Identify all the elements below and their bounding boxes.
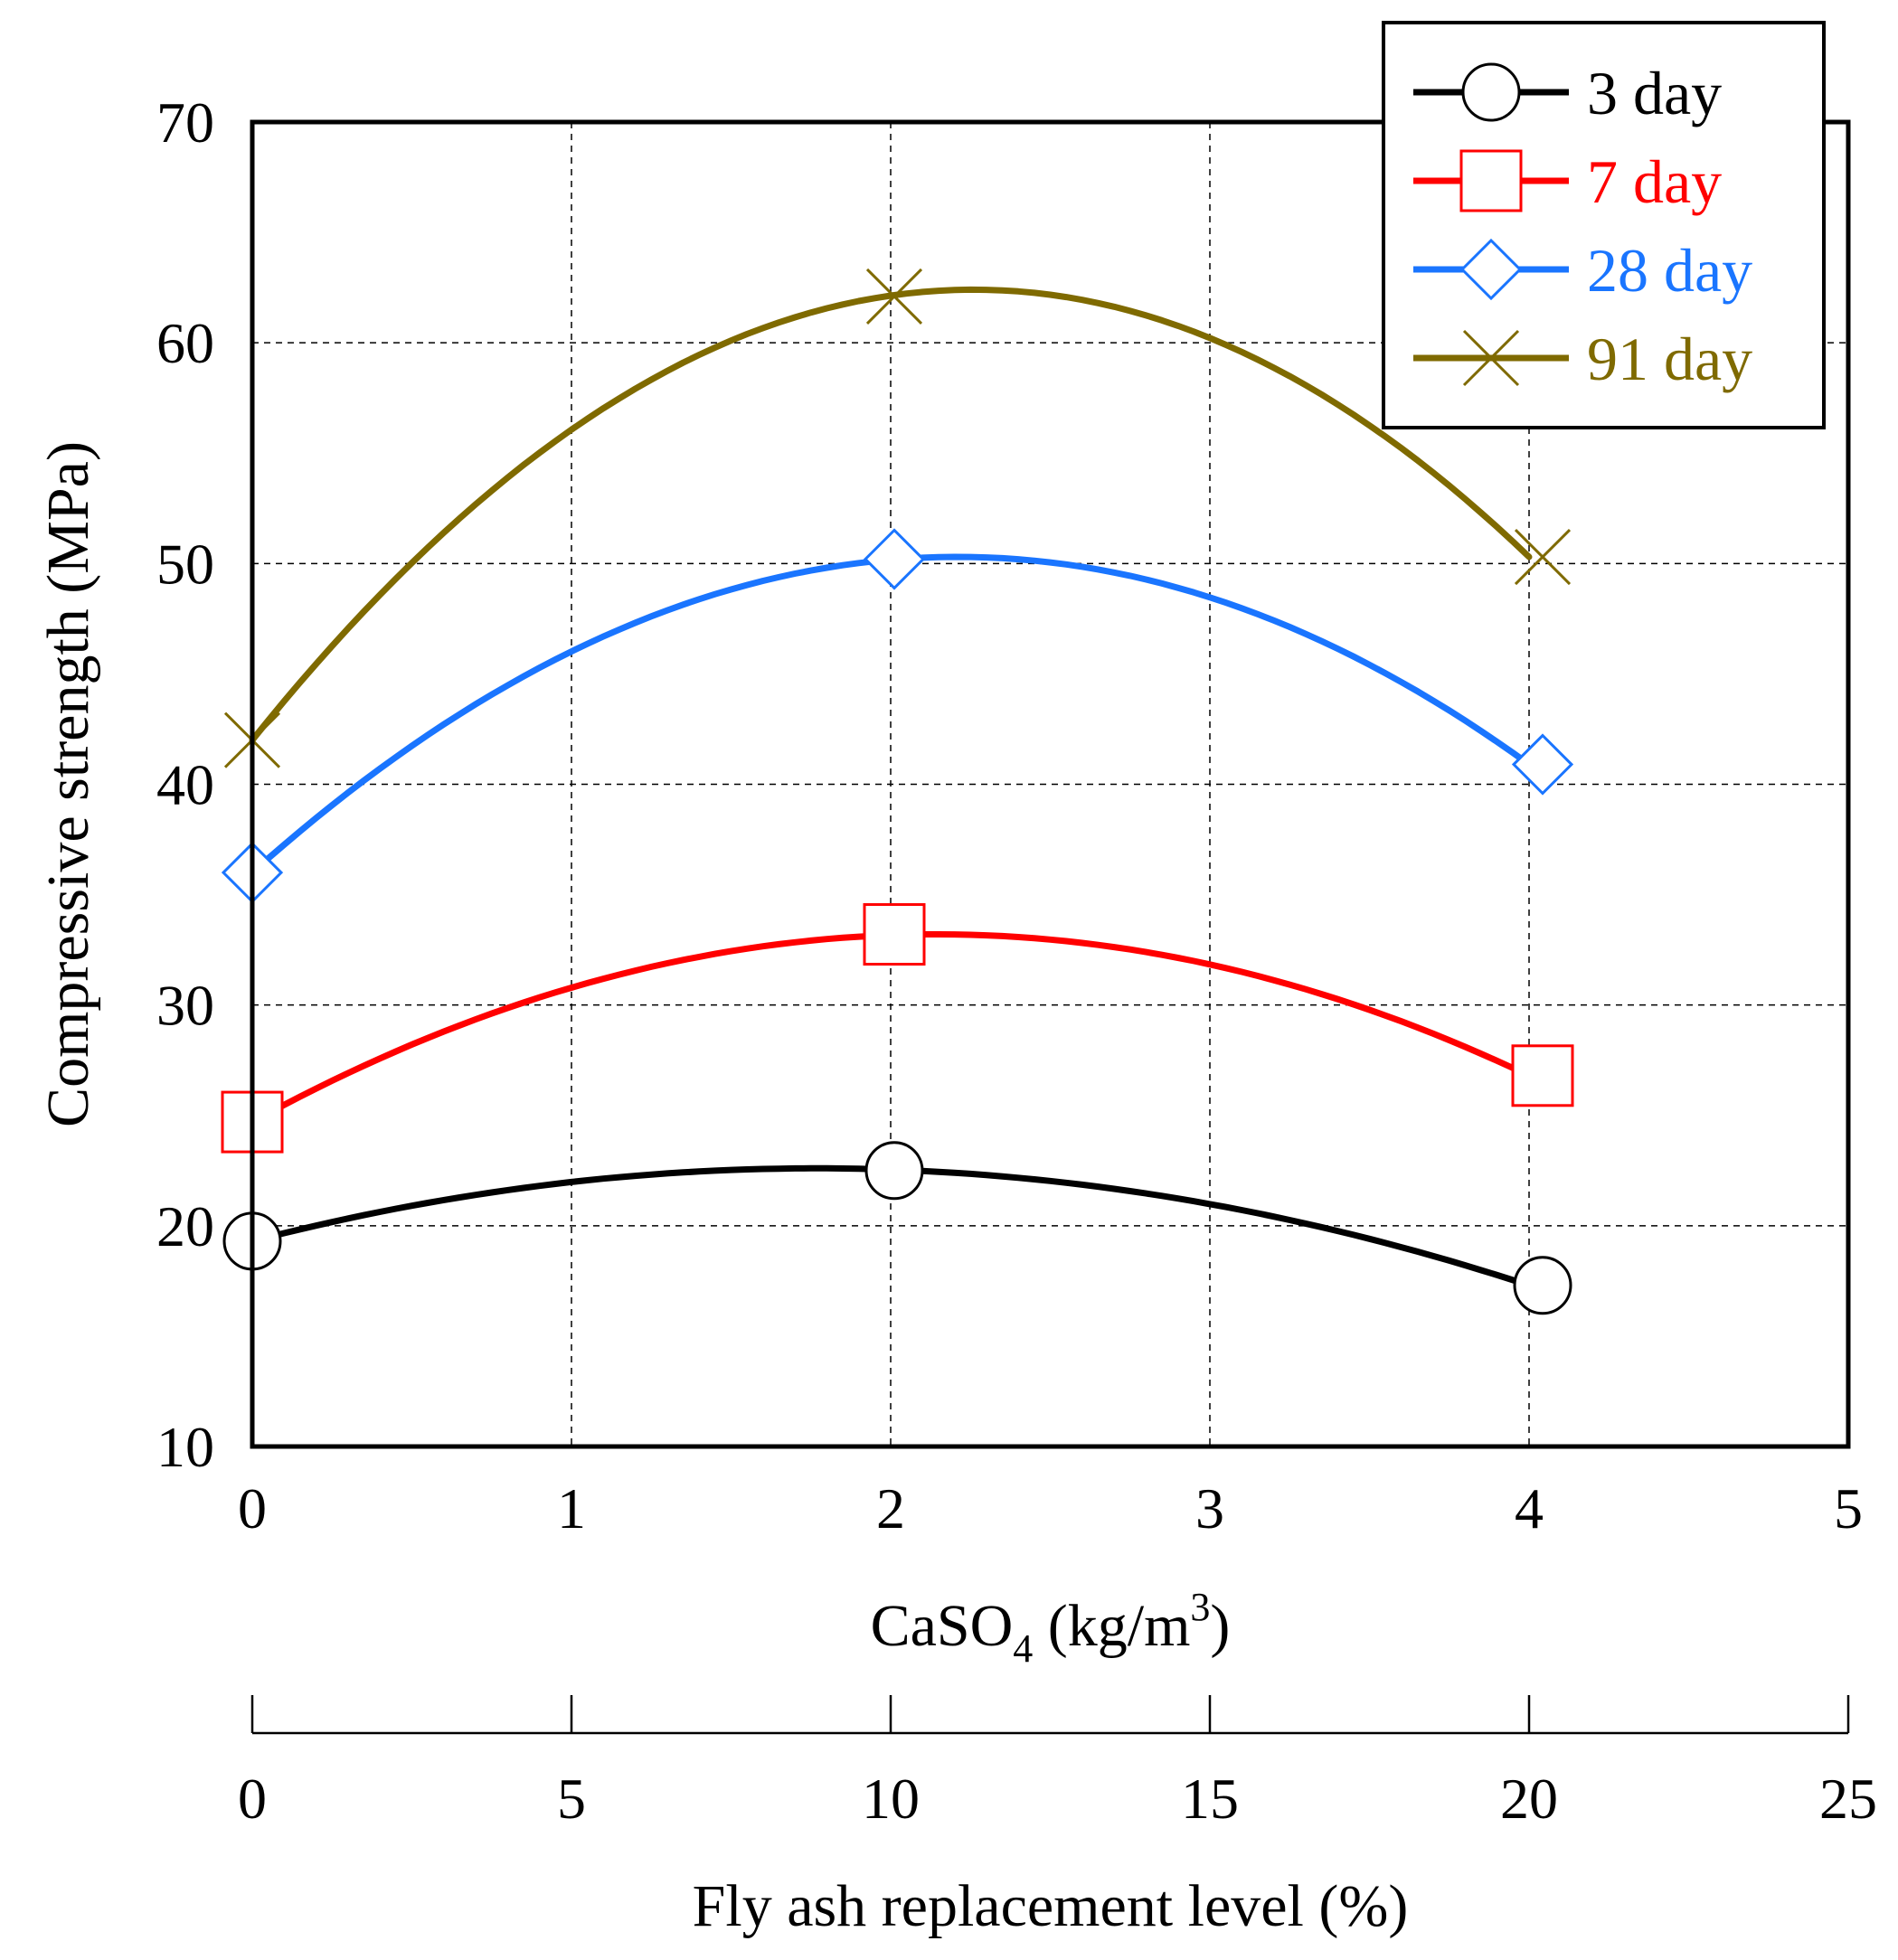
x-tick-label: 3 <box>1195 1476 1224 1541</box>
y-tick-label: 40 <box>156 753 214 817</box>
x-tick-label: 5 <box>1834 1476 1863 1541</box>
y-tick-label: 10 <box>156 1415 214 1479</box>
plot-frame <box>250 119 1851 1449</box>
legend-label-7-day: 7 day <box>1587 147 1722 216</box>
legend-marker-28-day <box>1459 238 1523 301</box>
secondary-tick-label: 5 <box>557 1767 586 1831</box>
y-tick-label: 50 <box>156 532 214 596</box>
series-line-91-day <box>249 286 1533 744</box>
x-tick-label: 2 <box>876 1476 905 1541</box>
data-point-28-day <box>863 528 926 590</box>
data-point-7-day <box>1511 1044 1574 1107</box>
legend-label-3-day: 3 day <box>1587 59 1722 127</box>
x-axis-label-end: ) <box>1210 1593 1230 1659</box>
legend: 3 day 7 day 28 day 91 day <box>1382 21 1826 429</box>
axis-ticks: 10 20 30 40 50 60 70 0 1 2 3 4 5 <box>156 90 1863 1541</box>
x-tick-label: 4 <box>1515 1476 1544 1541</box>
x-axis-label-base: CaSO <box>871 1593 1014 1659</box>
legend-marker-3-day <box>1461 62 1521 122</box>
y-tick-label: 60 <box>156 311 214 375</box>
data-point-28-day <box>1511 733 1574 796</box>
y-tick-label: 30 <box>156 974 214 1038</box>
data-point-7-day <box>863 903 926 966</box>
secondary-tick-label: 15 <box>1181 1767 1239 1831</box>
secondary-x-axis: 0 5 10 15 20 25 <box>238 1695 1877 1831</box>
secondary-tick-label: 10 <box>862 1767 920 1831</box>
y-tick-label: 70 <box>156 90 214 155</box>
x-axis-label: CaSO4 (kg/m3) <box>871 1585 1231 1671</box>
y-axis-label: Compressive strength (MPa) <box>35 441 101 1127</box>
data-point-3-day <box>864 1141 924 1201</box>
secondary-tick-label: 20 <box>1500 1767 1558 1831</box>
legend-label-91-day: 91 day <box>1587 325 1752 393</box>
data-point-91-day <box>1514 528 1572 586</box>
secondary-tick-label: 0 <box>238 1767 267 1831</box>
secondary-tick-label: 25 <box>1819 1767 1877 1831</box>
legend-label-28-day: 28 day <box>1587 236 1752 305</box>
x-tick-label: 0 <box>238 1476 267 1541</box>
legend-marker-7-day <box>1459 149 1523 212</box>
data-point-3-day <box>1513 1256 1572 1315</box>
x-axis-label-superscript: 3 <box>1190 1585 1210 1629</box>
x-axis-label-middle: (kg/m <box>1033 1593 1190 1659</box>
x-tick-label: 1 <box>557 1476 586 1541</box>
data-point-91-day <box>865 268 923 325</box>
y-tick-label: 20 <box>156 1194 214 1258</box>
legend-marker-91-day <box>1462 329 1520 387</box>
x-axis-label-subscript: 4 <box>1013 1626 1033 1671</box>
secondary-x-axis-label: Fly ash replacement level (%) <box>693 1873 1409 1939</box>
